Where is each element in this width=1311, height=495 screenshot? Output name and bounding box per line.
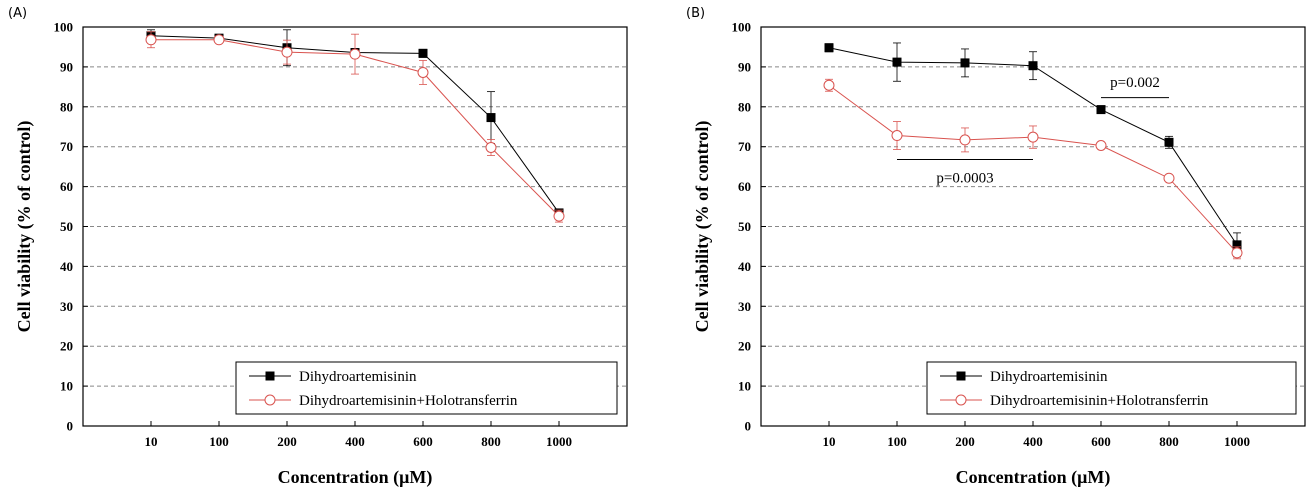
x-tick-label: 100 <box>887 434 907 449</box>
data-point <box>1095 140 1107 152</box>
data-point <box>959 134 971 146</box>
x-tick-label: 600 <box>1091 434 1111 449</box>
y-tick-label: 90 <box>738 59 751 74</box>
y-tick-label: 10 <box>60 379 73 394</box>
x-tick-label: 10 <box>823 434 836 449</box>
x-tick-label: 100 <box>209 434 229 449</box>
y-tick-label: 0 <box>67 419 74 434</box>
legend-marker <box>955 394 967 406</box>
legend-marker <box>956 371 966 381</box>
x-tick-label: 10 <box>145 434 158 449</box>
legend-label: Dihydroartemisinin+Holotransferrin <box>299 393 518 409</box>
legend-marker <box>265 371 275 381</box>
data-point <box>553 210 565 222</box>
significance-label: p=0.0003 <box>936 171 993 187</box>
y-tick-label: 50 <box>738 219 751 234</box>
legend-label: Dihydroartemisinin+Holotransferrin <box>990 393 1209 409</box>
x-tick-label: 800 <box>481 434 501 449</box>
y-tick-label: 60 <box>60 179 73 194</box>
y-tick-label: 70 <box>60 139 73 154</box>
y-tick-label: 30 <box>738 299 751 314</box>
data-point <box>824 43 834 53</box>
data-point <box>960 58 970 68</box>
data-point <box>486 113 496 123</box>
data-point <box>418 48 428 58</box>
legend-marker <box>264 394 276 406</box>
data-point <box>1164 137 1174 147</box>
legend-box <box>926 361 1297 415</box>
y-tick-label: 80 <box>60 99 73 114</box>
series-line <box>828 84 1238 254</box>
data-point <box>891 130 903 142</box>
y-tick-label: 60 <box>738 179 751 194</box>
data-point <box>485 141 497 153</box>
y-tick-label: 40 <box>738 259 751 274</box>
y-tick-label: 70 <box>738 139 751 154</box>
data-point <box>1232 240 1242 250</box>
data-point <box>1096 105 1106 115</box>
y-tick-label: 20 <box>60 339 73 354</box>
y-tick-label: 20 <box>738 339 751 354</box>
data-point <box>145 34 157 46</box>
data-point <box>417 66 429 78</box>
legend: Dihydroartemisinin Dihydroartemisinin+Hol… <box>235 361 618 415</box>
x-axis-title: Concentration (μM) <box>956 467 1111 488</box>
y-axis-title: Cell viability (% of control) <box>692 121 713 333</box>
x-tick-label: 600 <box>413 434 433 449</box>
x-tick-label: 200 <box>955 434 975 449</box>
x-tick-label: 800 <box>1159 434 1179 449</box>
legend-label: Dihydroartemisinin <box>990 369 1108 385</box>
y-tick-label: 100 <box>732 20 752 35</box>
data-point <box>213 34 225 46</box>
panel-label-a: (A) <box>8 6 28 21</box>
data-point <box>281 46 293 58</box>
legend-label: Dihydroartemisinin <box>299 369 417 385</box>
series-1 <box>823 78 1243 260</box>
data-point <box>1027 131 1039 143</box>
y-tick-label: 100 <box>54 20 74 35</box>
data-point <box>1231 247 1243 259</box>
panel-label-b: (B) <box>686 6 706 21</box>
chart-panel-0: 0 10 20 30 40 50 60 70 80 90 100 10 100 200 400 600 800 1… <box>14 20 628 488</box>
y-axis-title: Cell viability (% of control) <box>14 121 35 333</box>
significance-label: p=0.002 <box>1110 75 1160 91</box>
y-tick-label: 10 <box>738 379 751 394</box>
y-tick-label: 0 <box>745 419 752 434</box>
data-point <box>349 48 361 60</box>
series-1 <box>145 31 565 223</box>
y-tick-label: 90 <box>60 59 73 74</box>
x-tick-label: 1000 <box>1224 434 1250 449</box>
series-0 <box>824 42 1242 258</box>
data-point <box>892 57 902 67</box>
y-tick-label: 30 <box>60 299 73 314</box>
y-tick-label: 40 <box>60 259 73 274</box>
x-tick-label: 400 <box>345 434 365 449</box>
data-point <box>823 79 835 91</box>
x-tick-label: 200 <box>277 434 297 449</box>
y-tick-label: 50 <box>60 219 73 234</box>
data-point <box>1163 172 1175 184</box>
x-tick-label: 400 <box>1023 434 1043 449</box>
x-axis-title: Concentration (μM) <box>278 467 433 488</box>
legend: Dihydroartemisinin Dihydroartemisinin+Hol… <box>926 361 1297 415</box>
chart-panel-1: 0 10 20 30 40 50 60 70 80 90 100 10 100 200 400 600 800 1… <box>692 20 1306 488</box>
y-tick-label: 80 <box>738 99 751 114</box>
legend-box <box>235 361 618 415</box>
data-point <box>1028 61 1038 71</box>
x-tick-label: 1000 <box>546 434 572 449</box>
